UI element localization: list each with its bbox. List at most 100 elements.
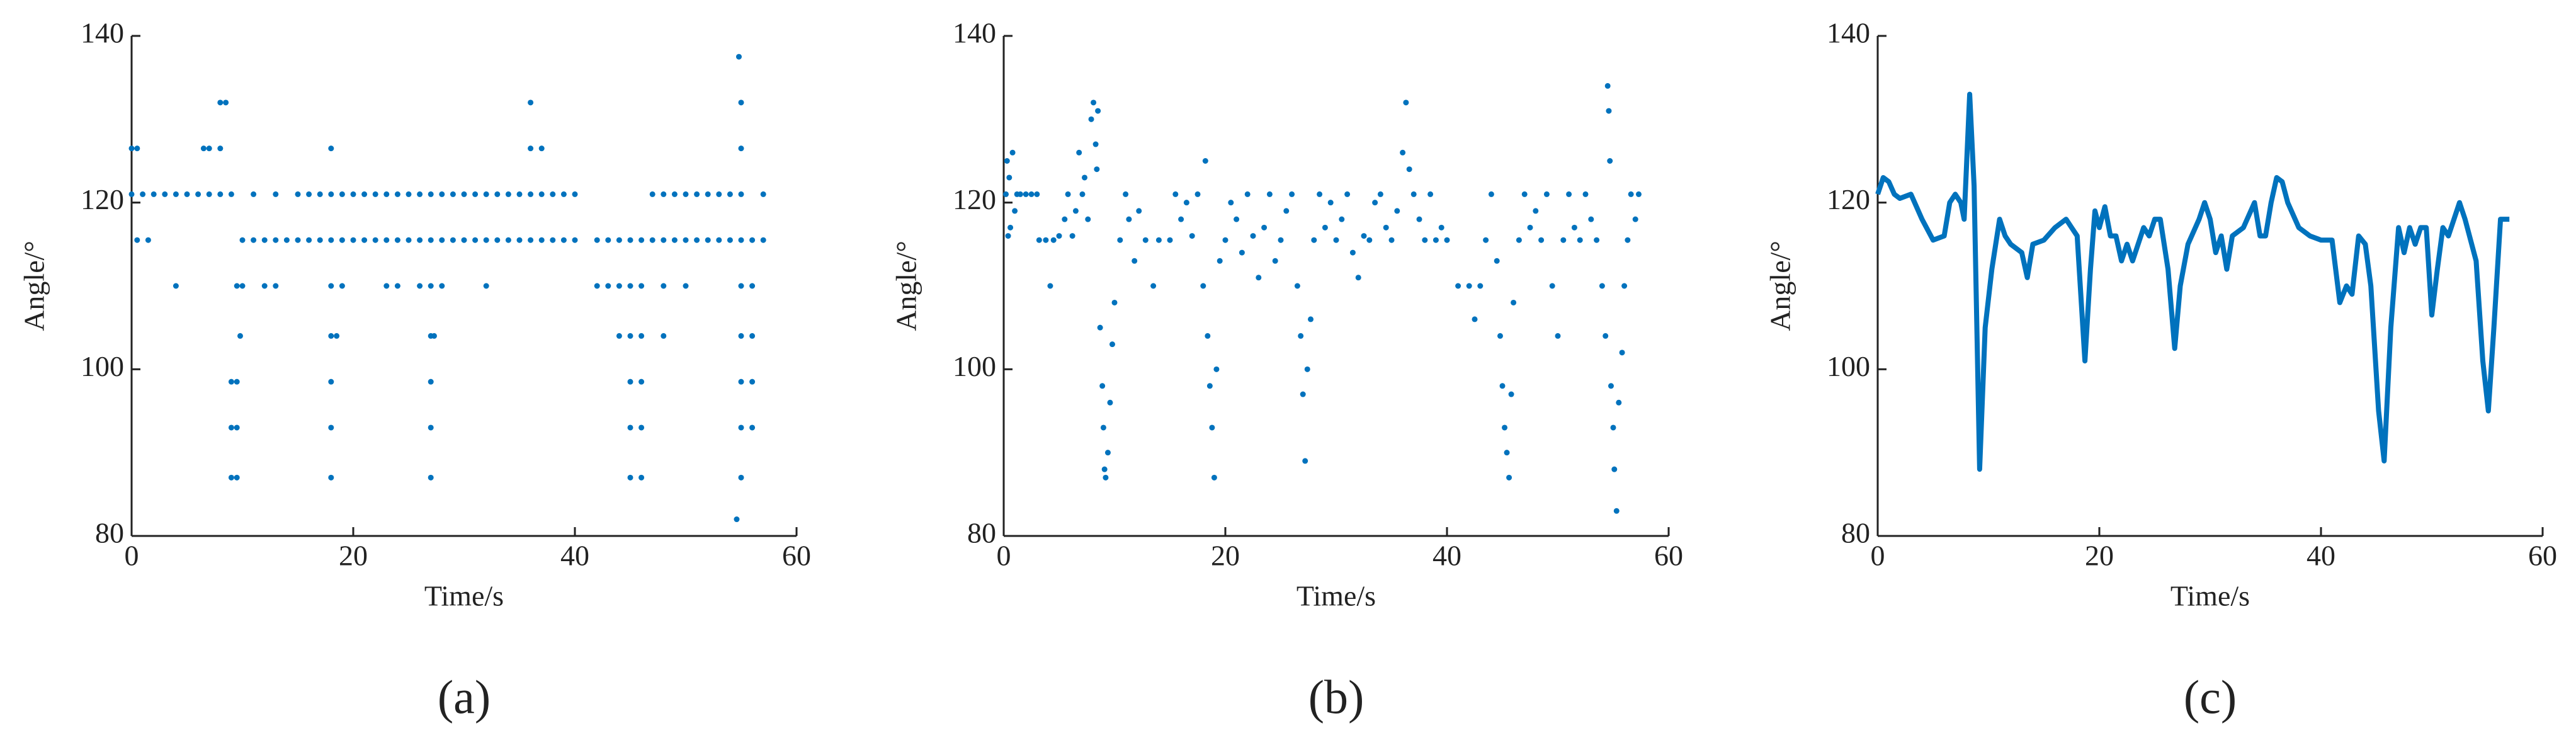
point [223,100,229,106]
point [328,191,334,197]
point [683,237,689,243]
point [538,191,545,197]
point [417,237,423,243]
point [1189,233,1195,239]
point [251,191,257,197]
point [200,145,207,152]
point [528,237,534,243]
point [1079,191,1086,197]
point [1213,366,1220,372]
point [306,237,312,243]
point [716,191,722,197]
point [1403,100,1409,106]
point [735,54,742,60]
point [1202,158,1208,164]
point [317,237,323,243]
point [1047,283,1053,289]
point [1582,191,1589,197]
point [1504,450,1510,456]
point [1085,216,1091,222]
point [1034,191,1040,197]
point [1244,191,1251,197]
point [1126,216,1132,222]
point [638,333,645,339]
point [616,333,622,339]
x-axis-label: Time/s [424,580,504,612]
x-tick-label: 20 [339,540,368,572]
point [1100,424,1106,431]
point [505,191,511,197]
point [1103,474,1109,481]
point [1560,237,1567,243]
point [1619,350,1625,356]
point [328,237,334,243]
point [383,237,390,243]
point [738,283,744,289]
point [1349,249,1356,256]
point [1606,108,1612,114]
point [234,283,240,289]
point [661,283,667,289]
point [1607,158,1613,164]
point [1317,191,1323,197]
point [1050,237,1057,243]
point [1261,224,1268,231]
point [516,191,523,197]
point [1594,237,1600,243]
point [749,424,756,431]
point [1444,237,1450,243]
point [1311,237,1317,243]
point [605,283,611,289]
point [450,237,456,243]
point [145,237,151,243]
point [328,424,334,431]
point [217,145,224,152]
point [228,424,234,431]
point [428,424,434,431]
point [150,191,157,197]
point [1081,174,1087,181]
point [638,237,645,243]
x-tick-label: 60 [782,540,811,572]
point [1092,141,1099,147]
point [1091,100,1097,106]
point [1056,233,1062,239]
point [1094,166,1100,173]
point [749,333,756,339]
point [317,191,323,197]
point [228,474,234,481]
point [1533,208,1539,214]
point [361,237,368,243]
point [1136,208,1142,214]
point [1228,200,1234,206]
point [1076,149,1082,156]
point [1322,224,1328,231]
point [1549,283,1555,289]
point [1527,224,1533,231]
point [1069,233,1075,239]
point [528,145,534,152]
y-tick-label: 80 [95,517,124,549]
point [228,379,234,385]
point [1043,237,1049,243]
x-axis-label: Time/s [2170,580,2250,612]
point [1516,237,1522,243]
point [1194,191,1201,197]
point [134,237,140,243]
point [1394,208,1400,214]
point [162,191,168,197]
point [1117,237,1123,243]
point [217,191,224,197]
y-tick-label: 100 [1827,350,1870,382]
point [1406,166,1412,173]
point [450,191,456,197]
point [727,237,733,243]
point [428,191,434,197]
point [1625,237,1631,243]
point [128,145,135,152]
y-tick-label: 120 [1827,183,1870,215]
point [528,100,534,106]
point [1410,191,1417,197]
point [295,191,301,197]
